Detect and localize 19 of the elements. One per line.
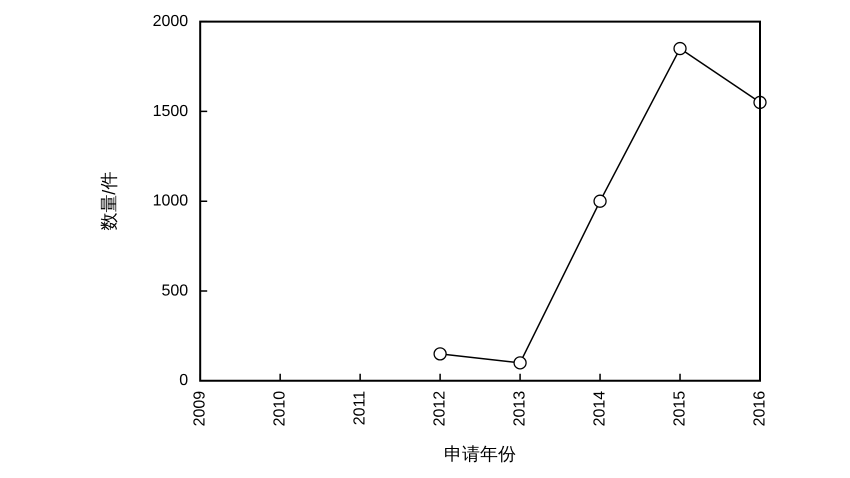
x-tick-label: 2013 [511,390,528,426]
x-tick-label: 2014 [591,390,608,426]
y-tick-label: 2000 [152,13,188,30]
y-tick-label: 1500 [152,102,188,120]
x-tick-label: 2016 [751,390,768,426]
y-tick-label: 0 [179,372,188,390]
point [593,194,607,208]
x-tick-label: 2010 [272,390,289,426]
x-tick-label: 2009 [192,390,209,426]
y-tick-label: 500 [161,282,188,300]
y-tick-label: 1000 [152,192,188,210]
point [673,42,687,56]
x-axis-title: 申请年份 [444,444,516,464]
y-axis-title: 数量/件 [98,172,119,231]
point [513,356,527,370]
x-tick-label: 2012 [432,390,449,426]
x-tick-label: 2015 [671,390,688,426]
x-tick-label: 2011 [352,390,369,426]
point [433,347,447,361]
